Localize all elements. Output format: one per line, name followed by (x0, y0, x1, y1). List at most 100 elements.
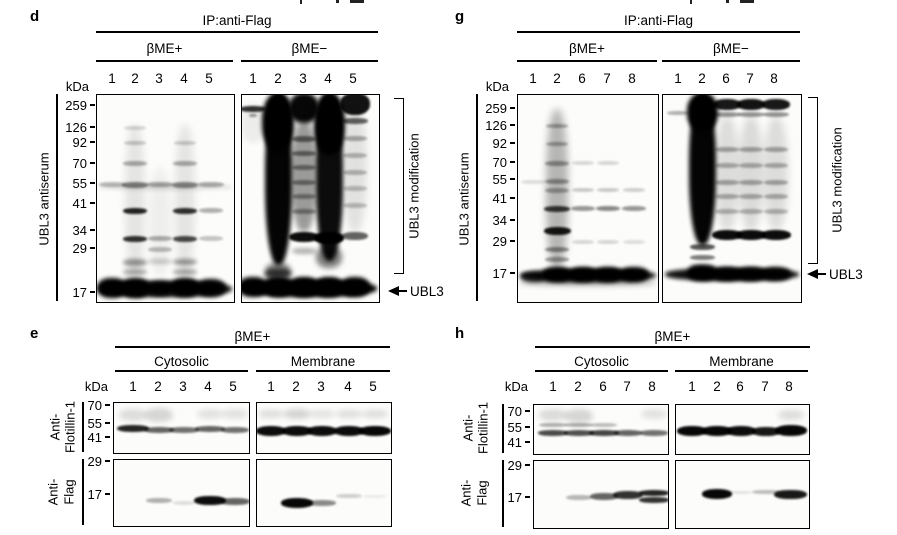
kda-unit-label: kDa (65, 79, 89, 94)
blot-band (763, 163, 788, 169)
blot-band (622, 239, 645, 244)
blot-band (618, 266, 649, 282)
blot-band (622, 188, 645, 193)
kda-tick (90, 229, 95, 231)
blot-band (198, 207, 223, 213)
panel-d-antiserum-label: UBL3 antiserum (36, 152, 52, 246)
blot-band (336, 493, 363, 498)
lane-number: 7 (746, 71, 754, 86)
blot-band (711, 266, 742, 281)
kda-tick (90, 104, 95, 106)
blot-band (725, 425, 756, 436)
blot-band (170, 278, 201, 298)
blot-band (760, 266, 791, 281)
blot-band (763, 179, 788, 185)
blot-h-flotillin-membrane (675, 404, 810, 455)
blot-e-flag-cytosolic (113, 459, 250, 527)
kda-value: 17 (72, 284, 87, 300)
kda-value: 126 (485, 117, 507, 133)
panel-d-group-bme-minus: βME− (291, 41, 328, 56)
panel-d-group-bme-plus: βME+ (146, 41, 183, 56)
blot-band (737, 99, 766, 111)
kda-value: 41 (72, 195, 87, 211)
blot-band (546, 141, 569, 146)
blot-band (571, 161, 594, 166)
blot-g-bme-minus (662, 94, 802, 303)
lane-number: 2 (292, 379, 300, 394)
blot-band (173, 268, 198, 275)
kda-value: 70 (72, 155, 87, 171)
lane-number: 1 (249, 71, 257, 86)
kda-tick (510, 142, 515, 144)
blot-band (265, 268, 292, 277)
kda-marker: 41 (58, 195, 95, 211)
kda-tick (510, 107, 515, 109)
blot-band (543, 227, 571, 236)
blot-band (714, 179, 739, 185)
panel-g-bracket (808, 97, 818, 264)
kda-marker: 17 (84, 486, 110, 502)
blot-band (544, 205, 571, 212)
blot-band (545, 247, 570, 253)
blot-band (124, 140, 147, 145)
lane-number: 8 (770, 71, 778, 86)
blot-band (314, 277, 345, 298)
kda-marker: 17 (504, 489, 530, 505)
blot-band (173, 207, 198, 214)
panel-h-header-underline (535, 346, 810, 348)
panel-e-group2-underline (256, 370, 390, 372)
lane-number: 2 (154, 379, 162, 394)
blot-band (341, 117, 368, 124)
blot-band (197, 181, 224, 187)
kda-marker: 259 (58, 97, 95, 113)
blot-band (763, 208, 788, 214)
blot-band (147, 235, 172, 241)
kda-tick (510, 197, 515, 199)
kda-tick (510, 124, 515, 126)
blot-band (117, 425, 150, 432)
lane-number: 1 (688, 379, 696, 394)
panel-e-antibody1-flotillin: Flotillin-1 (62, 400, 78, 454)
panel-e-antibody2-flag: Flag (61, 479, 77, 505)
blot-band (119, 409, 148, 421)
kda-tick (525, 410, 530, 412)
panel-e-header-underline (115, 346, 390, 348)
blot-band (739, 146, 764, 152)
panel-e-group-membrane: Membrane (290, 354, 356, 369)
kda-marker: 70 (478, 154, 515, 170)
panel-g-ubl3-label: UBL3 (829, 267, 863, 282)
blot-band (146, 181, 173, 187)
blot-band (570, 205, 595, 211)
blot-band (714, 208, 739, 214)
panel-h-antibody2-anti: Anti- (458, 479, 474, 507)
blot-band (702, 425, 733, 436)
kda-value: 55 (492, 171, 507, 187)
blot-band (689, 255, 715, 261)
panel-g-group2-underline (662, 60, 800, 62)
blot-band (341, 231, 368, 240)
blot-band (589, 429, 620, 436)
kda-marker: 92 (478, 135, 515, 151)
blot-band (291, 165, 316, 171)
kda-unit-label: kDa (84, 379, 108, 394)
lane-number: 1 (129, 379, 137, 394)
blot-band (545, 188, 570, 194)
panel-letter-h: h (455, 325, 465, 342)
blot-band (591, 422, 618, 427)
blot-band (542, 266, 573, 282)
blot-band (313, 95, 345, 155)
blot-band (739, 163, 764, 169)
kda-tick (510, 240, 515, 242)
kda-value: 70 (507, 403, 522, 419)
blot-band (752, 426, 781, 436)
panel-h-antibody1-anti: Anti- (460, 414, 476, 442)
kda-tick (525, 441, 530, 443)
blot-band (123, 207, 148, 214)
kda-value: 34 (72, 222, 87, 238)
blot-band (738, 111, 765, 117)
blot-band (593, 266, 624, 282)
panel-d-ip-underline (96, 31, 378, 33)
lane-number: 4 (344, 379, 352, 394)
lane-number: 1 (267, 379, 275, 394)
blot-band (739, 194, 764, 200)
